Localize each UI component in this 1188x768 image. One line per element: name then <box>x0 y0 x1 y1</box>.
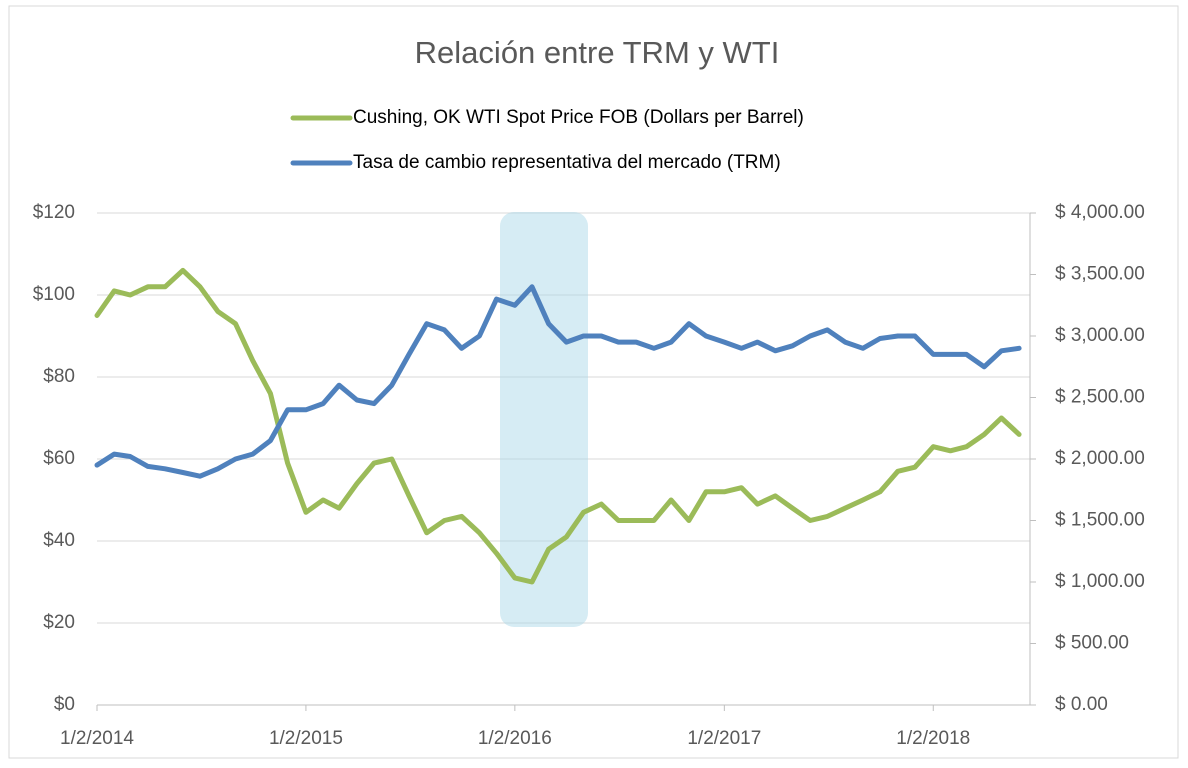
x-tick-label: 1/2/2015 <box>269 728 343 749</box>
highlight <box>500 212 588 627</box>
y-tick-label: $120 <box>33 202 75 223</box>
series-line <box>94 267 1022 585</box>
x-tick-label: 1/2/2014 <box>60 728 134 749</box>
y2-tick-label: $ 3,000.00 <box>1055 325 1145 346</box>
y2-tick-label: $ 500.00 <box>1055 633 1129 654</box>
y-tick-label: $100 <box>33 284 75 305</box>
y2-tick-label: $ 2,000.00 <box>1055 448 1145 469</box>
y2-tick-label: $ 1,000.00 <box>1055 571 1145 592</box>
y2-tick-label: $ 4,000.00 <box>1055 202 1145 223</box>
y2-tick-label: $ 2,500.00 <box>1055 387 1145 408</box>
chart-title: Relación entre TRM y WTI <box>415 35 780 70</box>
legend-label: Cushing, OK WTI Spot Price FOB (Dollars … <box>353 107 804 128</box>
legend-label: Tasa de cambio representativa del mercad… <box>353 152 781 173</box>
series-line <box>94 284 1022 479</box>
x-tick-label: 1/2/2016 <box>478 728 552 749</box>
y2-tick-label: $ 1,500.00 <box>1055 510 1145 531</box>
y-tick-label: $60 <box>43 448 75 469</box>
chart-border <box>8 5 1179 759</box>
x-tick-label: 1/2/2017 <box>687 728 761 749</box>
x-tick-label: 1/2/2018 <box>896 728 970 749</box>
y2-tick-label: $ 0.00 <box>1055 694 1108 715</box>
y-tick-label: $80 <box>43 366 75 387</box>
y-tick-label: $20 <box>43 612 75 633</box>
y2-tick-label: $ 3,500.00 <box>1055 264 1145 285</box>
y-tick-label: $40 <box>43 530 75 551</box>
y-tick-label: $0 <box>54 694 75 715</box>
